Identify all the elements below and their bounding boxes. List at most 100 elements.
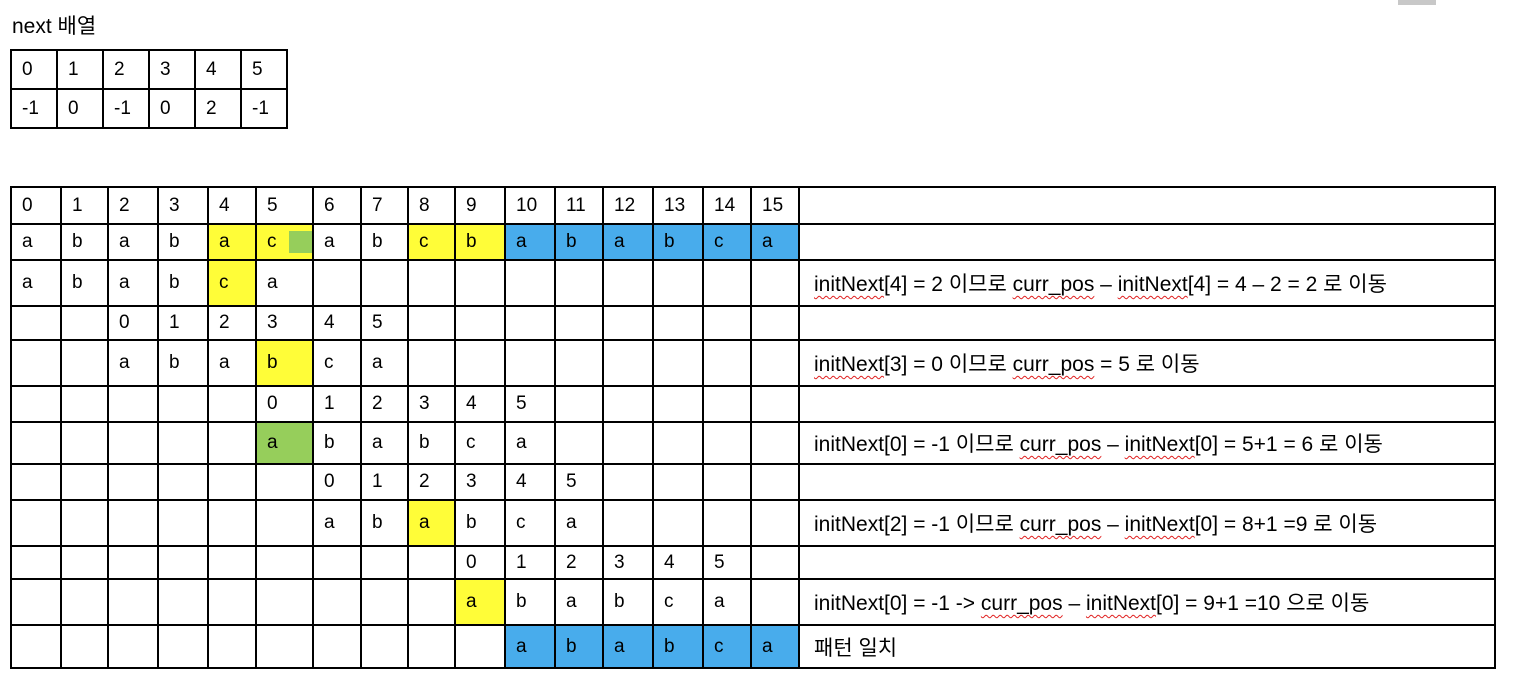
spellcheck-flagged-text: initNext [1124,513,1195,536]
trace-cell [454,339,506,387]
trace-cell [454,624,506,669]
trace-cell [652,385,704,423]
note-text: 패턴 일치 [814,636,898,660]
trace-cell: c [407,223,456,261]
trace-cell [702,305,752,341]
note-text: [4] = 4 – 2 = 2 로 이동 [1187,273,1387,296]
trace-cell [702,499,752,547]
trace-cell: 1 [157,305,209,341]
trace-cell: a [750,223,800,261]
index-cell: 0 [10,186,62,225]
trace-cell: b [504,578,556,626]
trace-cell [207,421,257,465]
trace-cell [60,499,109,547]
trace-cell [107,385,159,423]
trace-cell [10,578,62,626]
trace-cell [107,463,159,501]
trace-cell: b [360,223,409,261]
index-cell: 9 [454,186,506,225]
note-text: [0] = 8+1 =9 로 이동 [1194,513,1378,536]
trace-cell: 4 [454,385,506,423]
spellcheck-flagged-text: initNext [1117,273,1188,296]
next-value-cell: 2 [194,88,242,129]
trace-cell [107,578,159,626]
trace-cell [255,624,314,669]
trace-cell [207,578,257,626]
index-cell: 10 [504,186,556,225]
trace-cell: a [702,578,752,626]
trace-row: a b a b c a initNext[2] = -1 이므로 curr_pos – in… [10,499,1496,547]
trace-cell: b [652,624,704,669]
next-index-cell: 0 [10,49,58,90]
note-text: [0] = 5+1 = 6 로 이동 [1194,433,1383,456]
trace-cell [602,499,654,547]
next-index-cell: 2 [102,49,150,90]
trace-cell: 0 [255,385,314,423]
trace-cell: a [207,223,257,261]
index-cell: 11 [554,186,604,225]
trace-cell: 5 [702,545,752,580]
text-index-row: 0 1 2 3 4 5 6 7 8 9 10 11 12 13 14 15 [10,186,1496,225]
trace-cell [554,385,604,423]
trace-cell: b [312,421,362,465]
index-cell: 5 [255,186,314,225]
trace-cell [750,305,800,341]
trace-cell: a [107,259,159,307]
trace-cell [554,339,604,387]
window-scroll-indicator [1398,0,1436,5]
trace-cell: 3 [407,385,456,423]
trace-cell: b [60,223,109,261]
trace-cell: 2 [207,305,257,341]
trace-cell [652,463,704,501]
trace-cell: 1 [312,385,362,423]
trace-cell: 5 [504,385,556,423]
trace-cell [554,305,604,341]
trace-cell [10,421,62,465]
trace-cell [157,421,209,465]
trace-cell: c [504,499,556,547]
trace-cell [60,339,109,387]
trace-cell: b [602,578,654,626]
trace-cell: a [554,578,604,626]
trace-cell [750,578,800,626]
trace-cell: b [454,499,506,547]
trace-cell: a [10,259,62,307]
trace-cell [255,499,314,547]
trace-cell [255,463,314,501]
trace-cell [407,624,456,669]
step-note: initNext[2] = -1 이므로 curr_pos – initNext… [798,499,1496,547]
note-text: [4] = 2 이므로 [884,273,1013,296]
note-text: = 5 로 이동 [1094,353,1200,376]
trace-cell: a [255,421,314,465]
step-note [798,463,1496,501]
trace-cell: b [554,223,604,261]
next-value-cell: -1 [240,88,288,129]
trace-cell: 4 [312,305,362,341]
trace-cell [60,305,109,341]
step-note: initNext[0] = -1 -> curr_pos – initNext[… [798,578,1496,626]
spellcheck-flagged-text: initNext [814,353,885,376]
trace-cell [504,259,556,307]
trace-cell: b [255,339,314,387]
trace-cell: a [602,624,654,669]
cell-text: c [267,231,277,252]
trace-cell [360,578,409,626]
trace-cell [702,259,752,307]
trace-cell [207,499,257,547]
next-index-cell: 4 [194,49,242,90]
trace-cell: 4 [504,463,556,501]
note-text: initNext[0] = -1 -> [814,592,981,615]
trace-cell [60,385,109,423]
trace-cell: a [602,223,654,261]
trace-cell [652,499,704,547]
trace-cell [312,259,362,307]
step-note: initNext[0] = -1 이므로 curr_pos – initNext… [798,421,1496,465]
trace-row: a b a b c a initNext[4] = 2 이므로 curr_pos – ini… [10,259,1496,307]
trace-cell [107,499,159,547]
trace-cell [60,545,109,580]
trace-cell: a [107,223,159,261]
trace-cell [157,385,209,423]
